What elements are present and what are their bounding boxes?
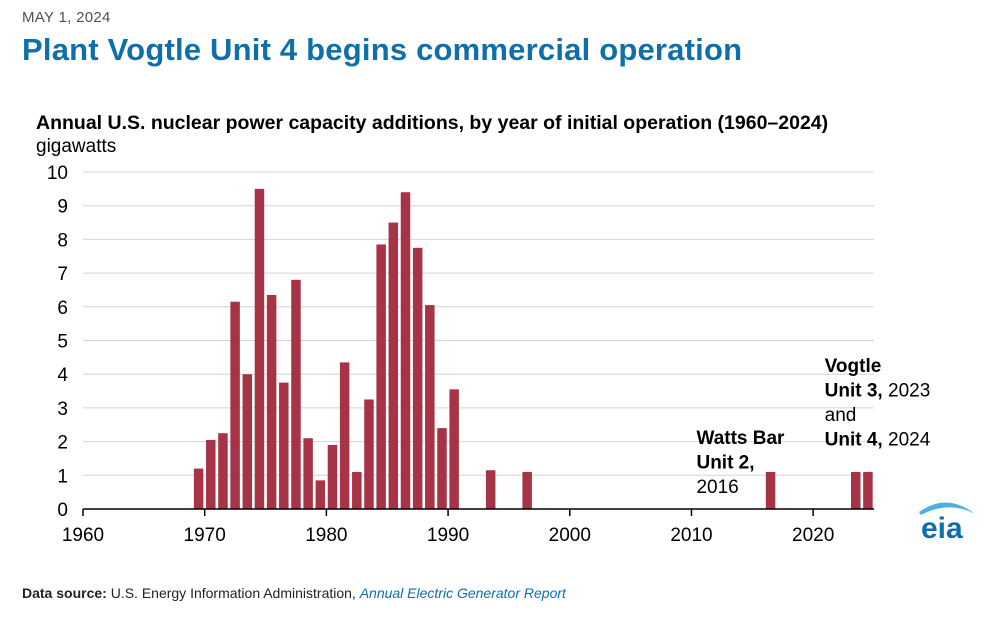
source-report-link[interactable]: Annual Electric Generator Report: [359, 585, 566, 601]
chart-title: Annual U.S. nuclear power capacity addit…: [36, 112, 829, 134]
bar: [851, 471, 861, 509]
eia-logo-icon: eia: [919, 502, 975, 545]
y-axis-unit-label: gigawatts: [36, 136, 117, 157]
y-tick-label: 0: [57, 500, 68, 521]
y-tick-label: 5: [57, 332, 68, 353]
annotation-text: Unit 3,: [825, 381, 883, 402]
bar: [388, 222, 399, 510]
bar: [327, 444, 338, 509]
bar: [364, 399, 374, 509]
annotation-text: Unit 4,: [825, 430, 883, 451]
bar: [315, 480, 326, 509]
y-tick-label: 6: [57, 298, 68, 319]
data-source-note: Data source: U.S. Energy Information Adm…: [22, 585, 566, 601]
source-text: U.S. Energy Information Administration,: [110, 585, 356, 601]
annotation-line: 2016: [696, 477, 738, 498]
bar: [412, 247, 423, 509]
bar: [254, 188, 265, 509]
x-tick-label: 2020: [792, 525, 834, 546]
x-tick-label: 1980: [305, 525, 347, 546]
annotation-line: Unit 4, 2024: [825, 430, 931, 451]
eia-logo-text: eia: [921, 512, 963, 545]
bar: [279, 382, 289, 509]
bar: [339, 362, 350, 509]
annotation-text: 2016: [696, 477, 738, 498]
y-tick-label: 3: [57, 399, 68, 420]
bar: [485, 470, 496, 509]
y-tick-label: 2: [57, 433, 68, 454]
annotation-text: Unit 2,: [696, 453, 754, 474]
bar: [522, 471, 532, 509]
y-tick-label: 10: [47, 163, 68, 184]
bar: [376, 244, 386, 509]
y-tick-label: 9: [57, 197, 68, 218]
annotation-text: Vogtle: [825, 356, 882, 377]
annotation-line: Watts Bar: [696, 428, 785, 449]
annotation-text: 2023: [883, 381, 931, 402]
bar: [266, 295, 277, 509]
x-tick-label: 1990: [427, 525, 469, 546]
bar: [449, 389, 459, 509]
annotation-text: 2024: [883, 430, 931, 451]
annotation-text: Watts Bar: [696, 428, 785, 449]
bar: [303, 438, 313, 509]
bar: [765, 471, 776, 509]
x-tick-label: 1960: [62, 525, 104, 546]
article-date: MAY 1, 2024: [22, 9, 111, 26]
bar: [206, 439, 216, 509]
x-tick-label: 2010: [670, 525, 712, 546]
annotation-line: and: [825, 405, 857, 426]
eia-swoosh-icon: [919, 502, 975, 515]
annotation-line: Vogtle: [825, 356, 882, 377]
bar: [193, 468, 204, 509]
bar: [400, 192, 411, 509]
y-tick-label: 1: [57, 466, 68, 487]
page-title: Plant Vogtle Unit 4 begins commercial op…: [22, 32, 743, 67]
bar: [437, 428, 447, 509]
bar: [425, 305, 435, 509]
bar: [863, 471, 873, 509]
x-tick-label: 1970: [184, 525, 226, 546]
bar: [218, 433, 228, 509]
y-tick-label: 4: [57, 365, 68, 386]
bar: [242, 374, 253, 509]
bar: [291, 279, 301, 509]
annotation-line: Unit 2,: [696, 453, 754, 474]
bar: [352, 471, 362, 509]
source-label: Data source:: [22, 585, 107, 601]
annotation-text: and: [825, 405, 857, 426]
x-tick-label: 2000: [549, 525, 591, 546]
bar: [230, 301, 240, 509]
annotation-line: Unit 3, 2023: [825, 381, 931, 402]
y-tick-label: 7: [57, 264, 68, 285]
y-tick-label: 8: [57, 230, 68, 251]
